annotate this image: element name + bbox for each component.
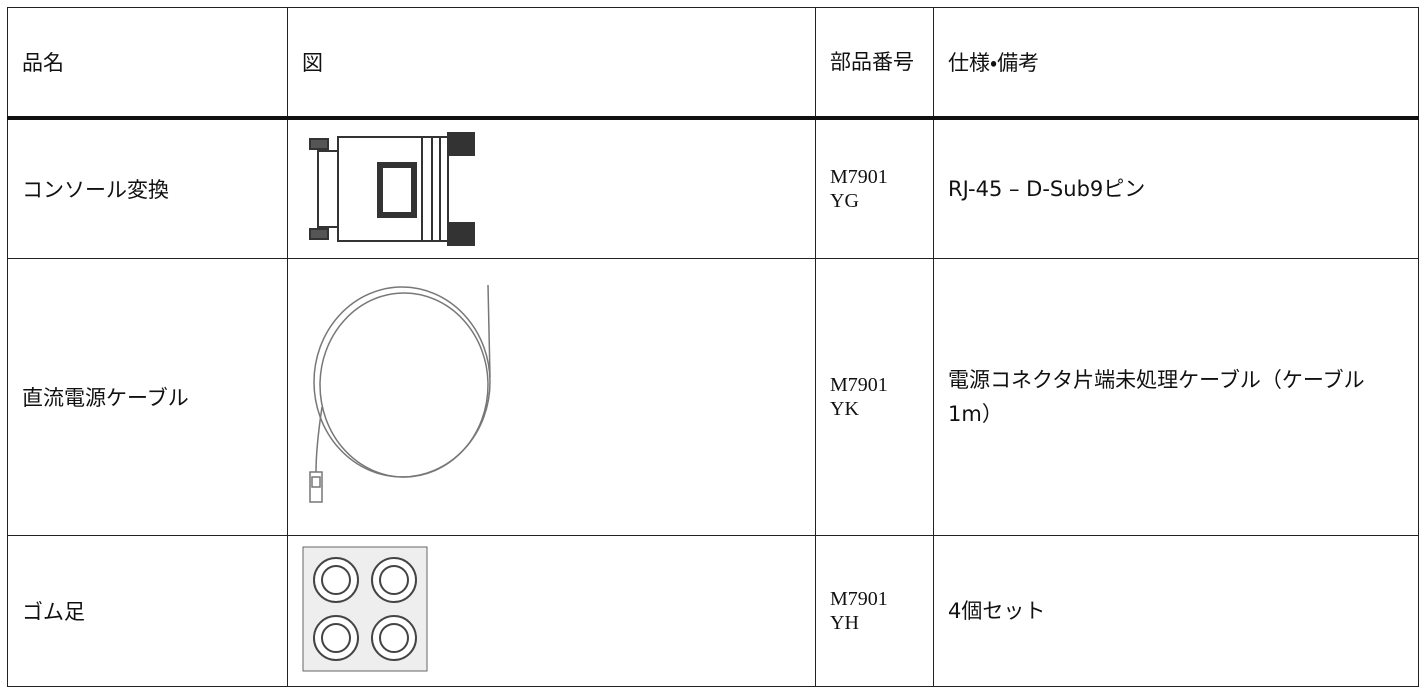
spec-cell: RJ-45 – D-Sub9ピン — [933, 117, 1419, 259]
row: 直流電源ケーブル M7901YK 電源コネクタ片端未処理ケーブル（ケーブル1m） — [7, 257, 1419, 536]
row: コンソール変換 M7901YG RJ-45 – D-Sub9ピン — [7, 117, 1419, 259]
rubber-feet-figure — [302, 546, 428, 671]
part-number: M7901YG — [830, 165, 888, 212]
header-text: 部品番号 — [830, 50, 914, 74]
header-row: 品名 図 部品番号 仕様・備考 — [7, 7, 1419, 120]
part-cell: M7901YK — [815, 257, 934, 536]
figure-cell — [287, 117, 816, 259]
cable-figure — [309, 284, 491, 503]
header-cell: 部品番号 — [815, 7, 934, 120]
name-cell: コンソール変換 — [7, 117, 288, 259]
part-cell: M7901YH — [815, 534, 934, 687]
parts-table: 品名 図 部品番号 仕様・備考 コンソール変換 M7901YG RJ-45 – … — [7, 7, 1419, 687]
part-number: M7901YH — [830, 587, 888, 634]
header-cell: 図 — [287, 7, 816, 120]
figure-cell — [287, 257, 816, 536]
part-cell: M7901YG — [815, 117, 934, 259]
part-number: M7901YK — [830, 373, 888, 420]
header-cell: 仕様・備考 — [933, 7, 1419, 120]
connector-figure — [309, 131, 475, 246]
row: ゴム足 M7901YH 4個セット — [7, 534, 1419, 687]
spec-cell: 4個セット — [933, 534, 1419, 687]
header-cell: 品名 — [7, 7, 288, 120]
name-cell: ゴム足 — [7, 534, 288, 687]
spec-cell: 電源コネクタ片端未処理ケーブル（ケーブル1m） — [933, 257, 1419, 536]
name-cell: 直流電源ケーブル — [7, 257, 288, 536]
figure-cell — [287, 534, 816, 687]
